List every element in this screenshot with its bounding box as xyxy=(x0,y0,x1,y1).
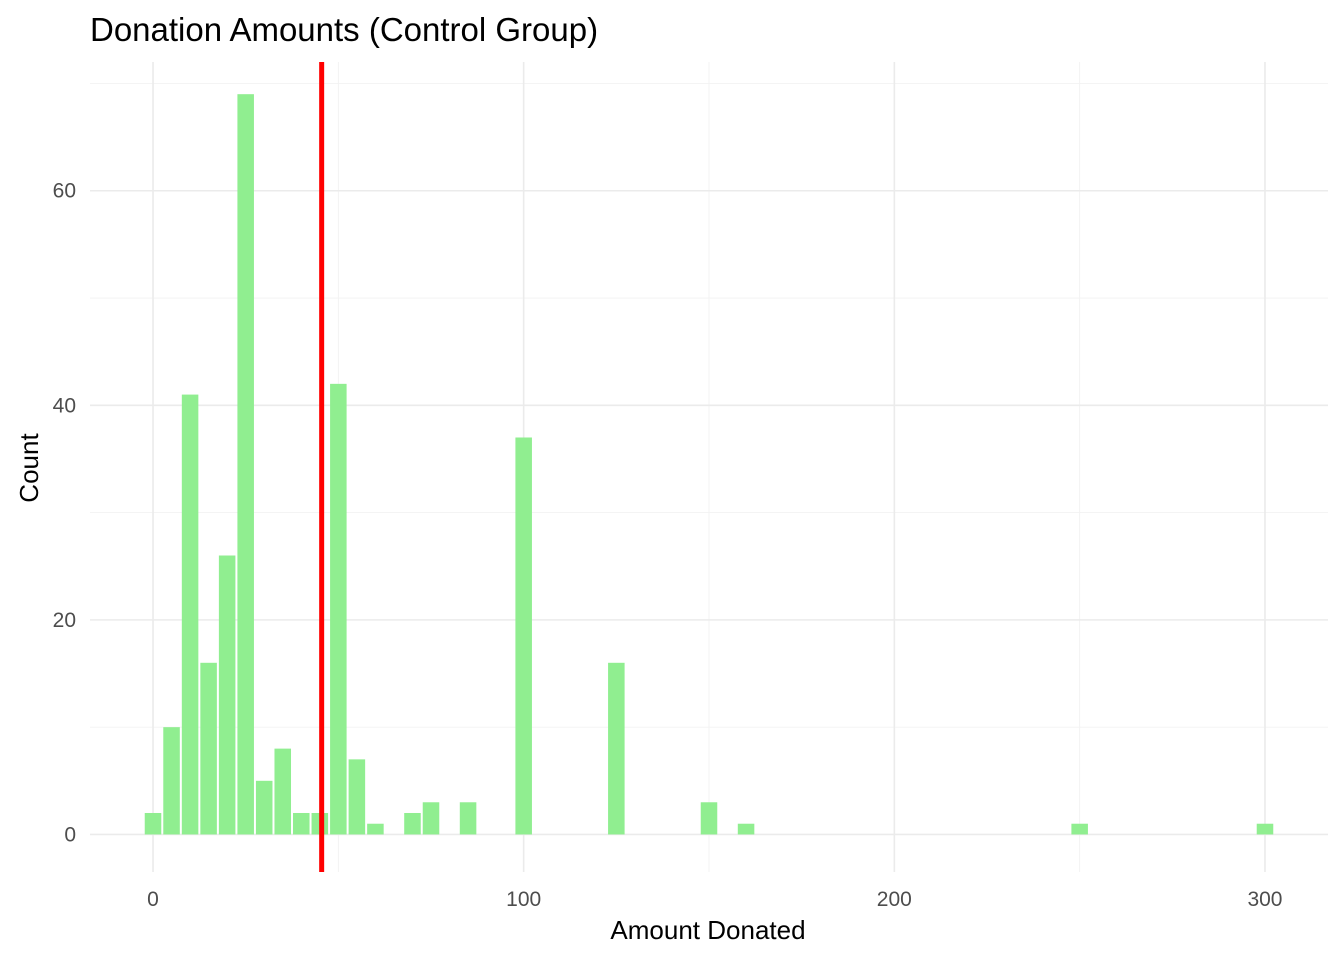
histogram-bar xyxy=(274,748,292,835)
histogram-bar xyxy=(218,555,236,835)
histogram-bar xyxy=(181,394,199,835)
histogram-bar xyxy=(515,437,532,835)
x-axis-ticks: 0 100 200 300 xyxy=(147,888,1282,911)
histogram-bar xyxy=(255,780,273,835)
histogram-bar xyxy=(1256,823,1274,835)
histogram-bar xyxy=(348,759,366,835)
histogram-bar xyxy=(163,727,180,835)
histogram-bar xyxy=(404,812,421,835)
x-tick-label: 0 xyxy=(147,888,159,911)
y-axis-ticks: 0 20 40 60 xyxy=(53,180,76,847)
chart-title: Donation Amounts (Control Group) xyxy=(90,11,598,48)
histogram-bar xyxy=(200,662,217,835)
x-tick-label: 100 xyxy=(506,888,541,911)
y-tick-label: 20 xyxy=(53,609,76,632)
y-tick-label: 60 xyxy=(53,180,76,203)
x-tick-label: 200 xyxy=(877,888,912,911)
x-tick-label: 300 xyxy=(1247,888,1282,911)
histogram-bar xyxy=(737,823,755,835)
histogram-bar xyxy=(1071,823,1088,835)
histogram-bar xyxy=(330,383,347,835)
histogram-bar xyxy=(144,812,162,835)
histogram-bar xyxy=(422,802,440,835)
histogram-bar xyxy=(700,802,718,835)
y-tick-label: 40 xyxy=(53,394,76,417)
x-axis-title: Amount Donated xyxy=(610,915,805,945)
y-tick-label: 0 xyxy=(64,823,76,846)
histogram-bar xyxy=(237,94,254,835)
histogram-bar xyxy=(293,812,310,835)
y-axis-title: Count xyxy=(14,433,44,503)
histogram-bars xyxy=(144,94,1274,835)
histogram-bar xyxy=(367,823,384,835)
histogram-bar xyxy=(608,662,625,835)
histogram-bar xyxy=(459,802,477,835)
